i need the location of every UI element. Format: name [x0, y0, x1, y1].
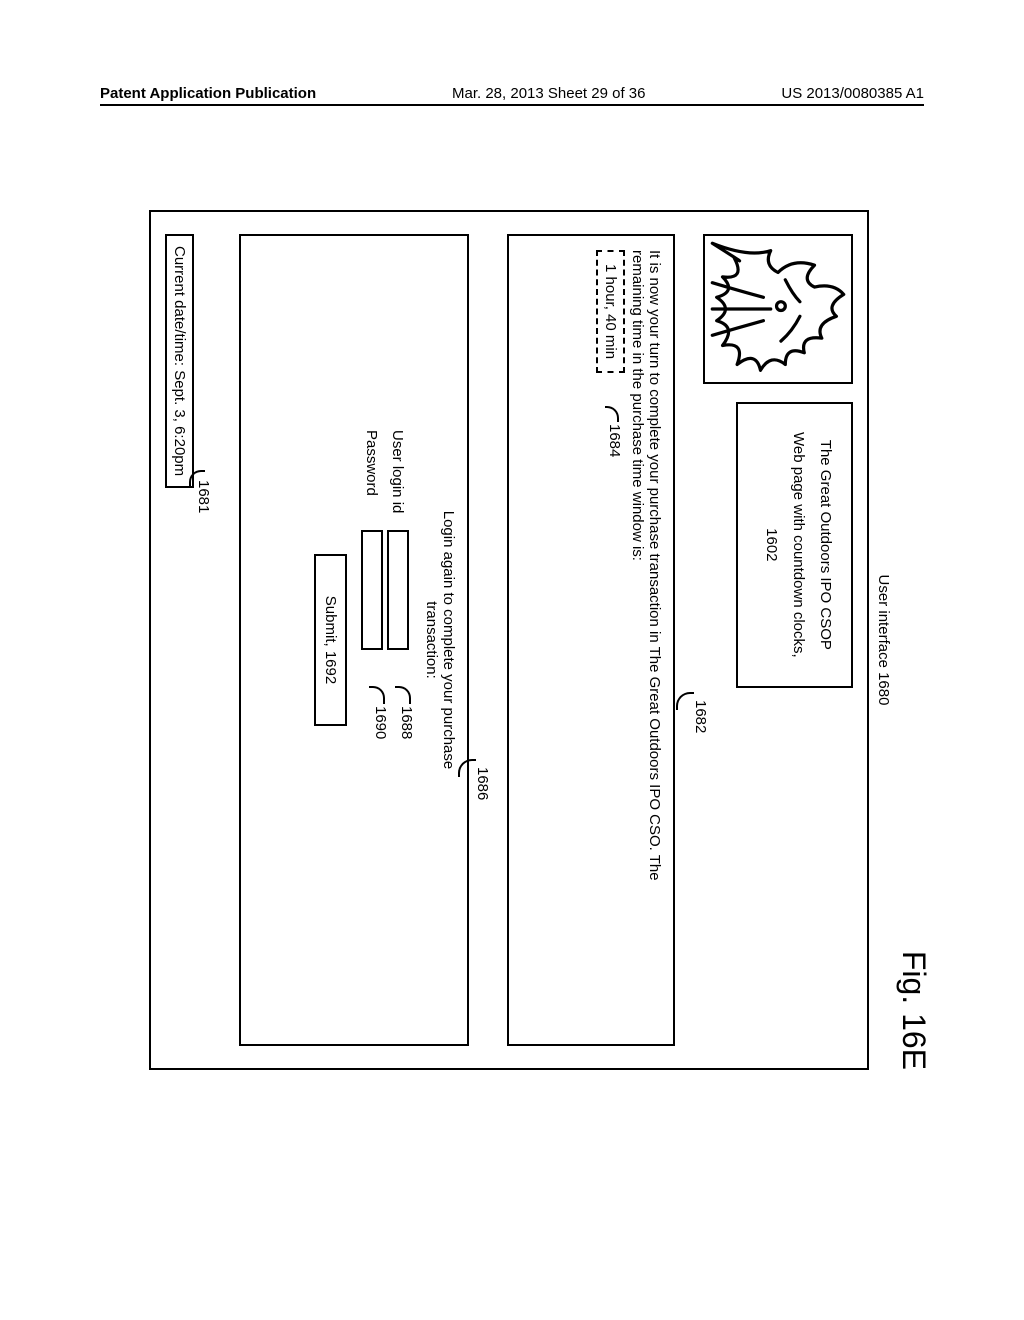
password-label: Password — [364, 430, 381, 522]
panel-1682: It is now your turn to complete your pur… — [507, 234, 675, 1046]
leader-1682-icon — [676, 692, 694, 710]
ref-1690: 1690 — [372, 706, 389, 739]
title-box: The Great Outdoors IPO CSOP Web page wit… — [736, 402, 853, 688]
panel-1682-text1: It is now your turn to complete your pur… — [646, 250, 663, 1030]
ref-1686: 1686 — [474, 767, 491, 800]
panel-1686: Login again to complete your purchase tr… — [239, 234, 469, 1046]
submit-button[interactable]: Submit, 1692 — [314, 554, 347, 726]
ref-1682: 1682 — [692, 700, 709, 733]
password-input[interactable] — [361, 530, 383, 650]
user-interface-frame: The Great Outdoors IPO CSOP Web page wit… — [149, 210, 869, 1070]
login-line2: transaction: — [423, 250, 440, 1030]
submit-row: Submit, 1692 — [314, 250, 347, 1030]
user-id-input[interactable] — [387, 530, 409, 650]
login-line1: Login again to complete your purchase — [440, 250, 457, 1030]
header-center: Mar. 28, 2013 Sheet 29 of 36 — [452, 85, 645, 102]
outdoors-logo-icon — [705, 236, 851, 382]
figure-label: Fig. 16E — [895, 951, 932, 1070]
title-line2: Web page with countdown clocks, — [785, 432, 812, 658]
header-right: US 2013/0080385 A1 — [781, 85, 924, 102]
figure-container: Fig. 16E User interface 1680 — [132, 210, 892, 1070]
time-remaining-box: 1 hour, 40 min — [596, 250, 625, 373]
ui-title: User interface 1680 — [875, 210, 892, 1070]
datetime-box: Current date/time: Sept. 3, 6:20pm — [165, 234, 194, 488]
title-line1: The Great Outdoors IPO CSOP — [812, 432, 839, 658]
title-line3: 1602 — [758, 432, 785, 658]
logo-box — [703, 234, 853, 384]
header-left: Patent Application Publication — [100, 85, 316, 102]
ref-1684: 1684 — [606, 424, 623, 457]
ref-1688: 1688 — [398, 706, 415, 739]
user-id-label: User login id — [390, 430, 407, 522]
top-row: The Great Outdoors IPO CSOP Web page wit… — [703, 234, 853, 1046]
login-title: Login again to complete your purchase tr… — [423, 250, 457, 1030]
page-header: Patent Application Publication Mar. 28, … — [100, 85, 924, 106]
panel-1682-text2: remaining time in the purchase time wind… — [629, 250, 646, 1030]
leader-1684-icon — [605, 406, 619, 422]
